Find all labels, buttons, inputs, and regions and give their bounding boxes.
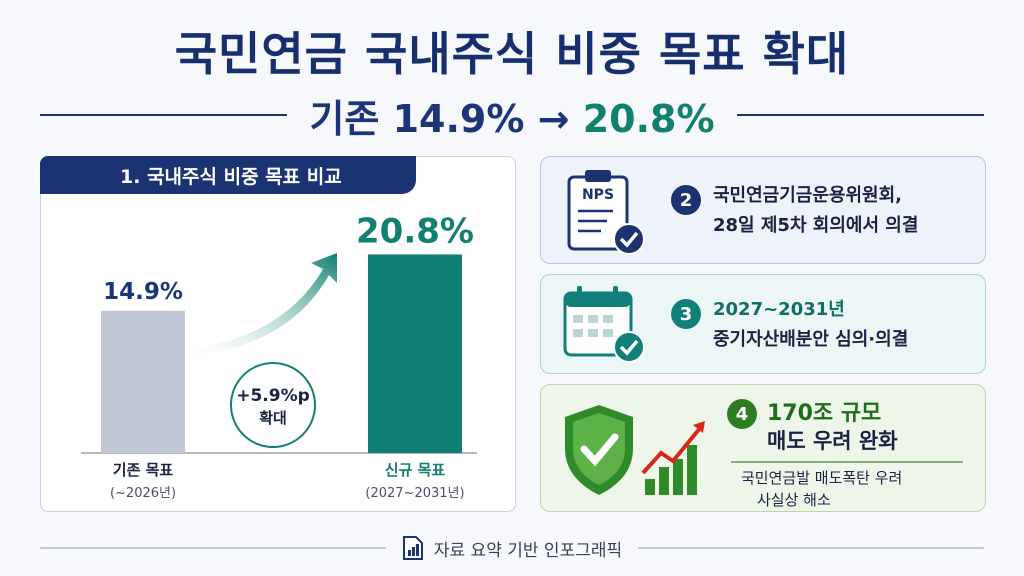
subtitle-new-value: 20.8% (582, 96, 715, 141)
card-note-1: 국민연금발 매도폭탄 우려 (741, 469, 903, 487)
footer-line-left (40, 547, 386, 549)
card-line-1: 170조 규모 (767, 401, 882, 426)
footer-text: 자료 요약 기반 인포그래픽 (433, 540, 623, 561)
category-period: (2027~2031년) (365, 486, 464, 501)
nps-clipboard-check-icon: NPS (567, 170, 645, 255)
bar-new-target (368, 254, 462, 453)
card-line-2: 28일 제5차 회의에서 의결 (713, 215, 919, 236)
card-divider (731, 461, 963, 463)
divider-left (40, 114, 288, 116)
card-text: 국민연금기금운용위원회, 28일 제5차 회의에서 의결 (713, 181, 918, 241)
card-committee: NPS 2 국민연금기금운용위원회, 28일 제5차 회의에서 의결 (540, 156, 986, 264)
card-line-2: 매도 우려 완화 (767, 429, 898, 453)
subtitle-row: 기존 14.9% → 20.8% (40, 92, 985, 141)
report-chart-icon (402, 536, 423, 560)
bar-chart: +5.9%p 확대 14.9% 기존 목표 (~2026년) 20.8% 신규 목표 (2… (81, 211, 477, 501)
card-note-2: 사실상 해소 (757, 491, 831, 509)
comparison-panel: 1. 국내주식 비중 목표 비교 +5.9%p 확대 14.9% 기존 목표 (~2… (40, 156, 516, 512)
category-label: 신규 목표 (385, 461, 446, 479)
subtitle-prefix: 기존 14.9% → (309, 96, 570, 141)
bar-value-label: 14.9% (103, 279, 183, 305)
change-value: +5.9%p (236, 386, 310, 406)
svg-text:NPS: NPS (582, 187, 614, 203)
card-note: 국민연금발 매도폭탄 우려 사실상 해소 (741, 467, 902, 511)
category-label: 기존 목표 (113, 461, 174, 479)
card-sell-concern: 4 170조 규모 매도 우려 완화 국민연금발 매도폭탄 우려 사실상 해소 (540, 384, 986, 512)
card-line-2: 중기자산배분안 심의·의결 (713, 329, 909, 350)
page-title: 국민연금 국내주식 비중 목표 확대 (174, 27, 850, 81)
footer-line-right (638, 547, 985, 549)
footer: 자료 요약 기반 인포그래픽 (40, 530, 985, 566)
category-period: (~2026년) (110, 486, 176, 501)
card-number-badge: 3 (671, 299, 701, 329)
card-number-badge: 2 (671, 185, 701, 215)
bar-value-label: 20.8% (356, 211, 474, 251)
footer-label: 자료 요약 기반 인포그래픽 (386, 535, 638, 561)
bar-current-target (101, 310, 185, 453)
divider-right (736, 114, 985, 116)
change-badge (230, 362, 316, 448)
growth-arrow (191, 253, 337, 355)
card-number-badge: 4 (727, 399, 757, 429)
card-text: 2027~2031년 중기자산배분안 심의·의결 (713, 295, 908, 355)
change-label: 확대 (259, 409, 287, 427)
card-schedule: 3 2027~2031년 중기자산배분안 심의·의결 (540, 274, 986, 374)
shield-check-growth-icon (565, 405, 705, 495)
subtitle: 기존 14.9% → 20.8% (287, 88, 736, 143)
section-header: 1. 국내주식 비중 목표 비교 (40, 156, 416, 194)
card-line-1: 국민연금기금운용위원회, (713, 185, 902, 206)
card-line-1: 2027~2031년 (713, 299, 845, 320)
calendar-check-icon (563, 286, 645, 363)
